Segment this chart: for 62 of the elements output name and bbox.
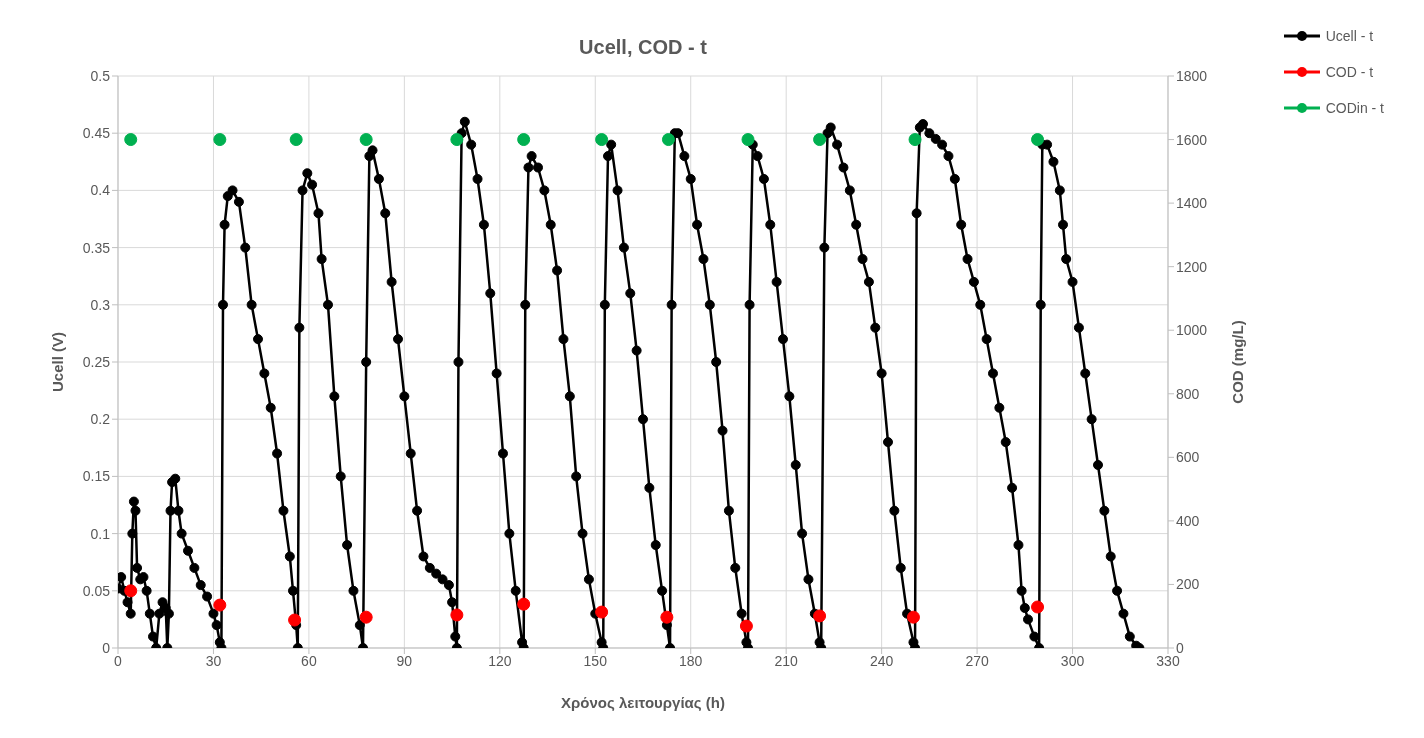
point — [288, 613, 302, 627]
legend-label: COD - t — [1325, 64, 1374, 80]
y-tick-label: 0.15 — [82, 468, 111, 485]
y2-tick-label: 1600 — [1176, 131, 1208, 148]
y2-tick-label: 1200 — [1176, 258, 1208, 275]
legend-label: Ucell - t — [1325, 28, 1374, 44]
legend-label: CODin - t — [1325, 100, 1384, 116]
x-tick-label: 210 — [774, 652, 799, 669]
y2-tick-label: 200 — [1176, 576, 1200, 593]
x-tick-label: 180 — [679, 652, 703, 669]
point — [661, 133, 675, 147]
point — [213, 133, 227, 147]
y-tick-label: 0.05 — [82, 582, 111, 599]
point — [517, 597, 531, 611]
y-axis-title: Ucell (V) — [49, 331, 67, 393]
y-tick-label: 0.1 — [90, 525, 111, 542]
x-tick-label: 240 — [869, 652, 894, 669]
y-tick-label: 0.4 — [90, 182, 111, 199]
x-tick-label: 270 — [965, 652, 989, 669]
y-tick-label: 0.25 — [82, 353, 111, 370]
y-tick-label: 0.2 — [90, 411, 111, 428]
point — [450, 608, 464, 622]
y-tick-label: 0 — [102, 639, 111, 656]
point — [660, 610, 674, 624]
point — [517, 133, 531, 147]
point — [595, 605, 609, 619]
point — [359, 610, 373, 624]
x-tick-label: 60 — [301, 652, 317, 669]
point — [124, 133, 138, 147]
chart-title: Ucell, COD - t — [578, 36, 708, 59]
x-tick-label: 300 — [1060, 652, 1085, 669]
y2-tick-label: 1400 — [1176, 195, 1208, 212]
point — [359, 133, 373, 147]
point — [450, 133, 464, 147]
x-tick-label: 120 — [488, 652, 512, 669]
y-tick-label: 0.5 — [90, 67, 111, 84]
point — [908, 133, 922, 147]
y-tick-label: 0.45 — [82, 125, 111, 142]
y2-axis-title: COD (mg/L) — [1229, 320, 1247, 404]
x-tick-label: 150 — [583, 652, 608, 669]
y2-tick-label: 1000 — [1176, 322, 1208, 339]
point — [1031, 133, 1045, 147]
point — [595, 133, 609, 147]
y-tick-label: 0.35 — [82, 239, 111, 256]
y-tick-label: 0.3 — [90, 296, 111, 313]
point — [741, 133, 755, 147]
y2-tick-label: 800 — [1176, 385, 1200, 402]
point — [739, 619, 753, 633]
x-tick-label: 0 — [114, 652, 123, 669]
x-axis-title: Χρόνος λειτουργίας (h) — [561, 694, 725, 711]
point — [213, 598, 227, 612]
y2-tick-label: 400 — [1176, 512, 1200, 529]
point — [813, 609, 827, 623]
point — [289, 133, 303, 147]
point — [1031, 600, 1045, 614]
point — [906, 610, 920, 624]
x-tick-label: 90 — [396, 652, 413, 669]
point — [124, 584, 138, 598]
y2-tick-label: 1800 — [1176, 67, 1208, 84]
y2-tick-label: 600 — [1176, 449, 1200, 466]
x-tick-label: 30 — [205, 652, 222, 669]
point — [813, 133, 827, 147]
